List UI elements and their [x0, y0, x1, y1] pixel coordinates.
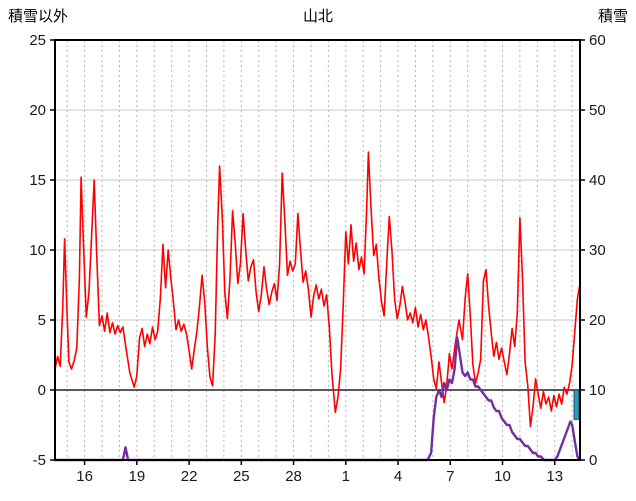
snow-depth-line [53, 336, 581, 462]
right-axis-title: 積雪 [597, 8, 628, 25]
left-tick-label: 5 [38, 312, 46, 329]
snowfall-bar [573, 389, 580, 420]
x-tick-label: 4 [394, 468, 402, 485]
x-tick-label: 22 [181, 468, 198, 485]
x-tick-label: 16 [76, 468, 93, 485]
left-tick-label: -5 [33, 452, 46, 469]
left-axis-title: 積雪以外 [8, 8, 69, 25]
right-tick-label: 40 [589, 172, 606, 189]
other-than-snow-line [54, 151, 581, 428]
right-tick-label: 10 [589, 382, 606, 399]
x-tick-label: 28 [285, 468, 302, 485]
right-tick-label: 20 [589, 312, 606, 329]
x-tick-label: 25 [233, 468, 250, 485]
right-tick-label: 60 [589, 32, 606, 49]
x-tick-label: 7 [446, 468, 454, 485]
left-tick-label: 25 [29, 32, 46, 49]
x-tick-label: 13 [546, 468, 563, 485]
x-tick-label: 19 [128, 468, 145, 485]
right-tick-label: 30 [589, 242, 606, 259]
right-tick-label: 0 [589, 452, 597, 469]
left-tick-label: 10 [29, 242, 46, 259]
x-tick-label: 10 [494, 468, 511, 485]
left-tick-label: 20 [29, 102, 46, 119]
right-tick-label: 50 [589, 102, 606, 119]
left-tick-label: 15 [29, 172, 46, 189]
left-tick-label: 0 [38, 382, 46, 399]
x-tick-label: 1 [342, 468, 350, 485]
chart-title: 山北 [302, 8, 333, 25]
